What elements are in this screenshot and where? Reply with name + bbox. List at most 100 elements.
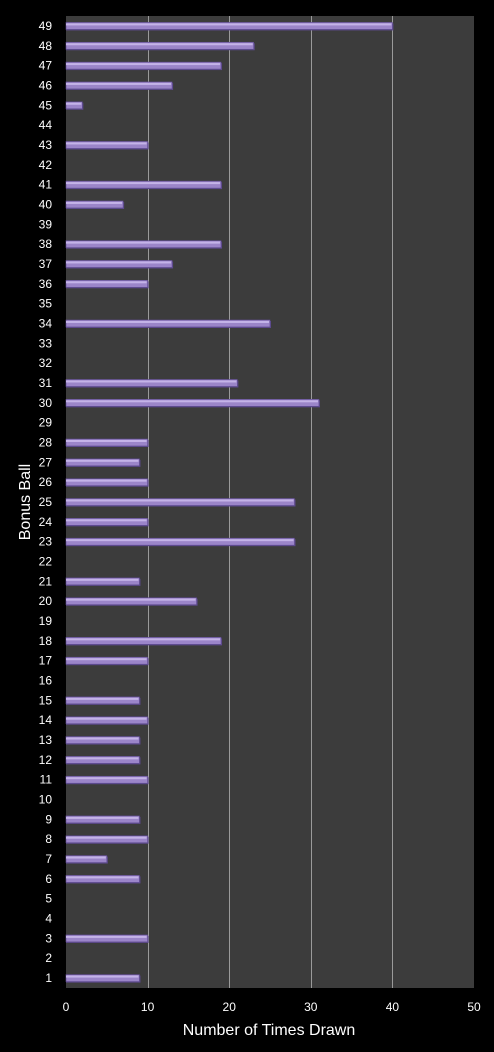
- bar-body: [65, 696, 140, 705]
- bar-highlight: [66, 459, 139, 462]
- y-axis-title: Bonus Ball: [17, 464, 34, 541]
- y-tick-label: 7: [45, 852, 52, 866]
- bar-body: [65, 61, 222, 70]
- y-tick-label: 35: [39, 297, 53, 311]
- y-tick-label: 9: [45, 812, 52, 826]
- y-tick-label: 32: [39, 356, 53, 370]
- bar-body: [65, 498, 295, 506]
- bar-highlight: [66, 737, 139, 740]
- bar-body: [65, 240, 222, 248]
- bar-body: [65, 637, 222, 645]
- y-tick-label: 30: [39, 396, 53, 410]
- y-tick-label: 3: [45, 931, 52, 945]
- y-tick-label: 49: [39, 19, 53, 33]
- bar-highlight: [66, 697, 139, 700]
- bar: [65, 577, 141, 586]
- y-tick-label: 10: [39, 793, 53, 807]
- y-tick-label: 37: [39, 257, 53, 271]
- bar-body: [65, 22, 393, 30]
- y-tick-label: 21: [39, 574, 53, 588]
- bar-body: [65, 101, 83, 110]
- bar-body: [65, 656, 148, 665]
- bar-highlight: [66, 281, 147, 284]
- bar-body: [65, 41, 254, 50]
- bar-highlight: [66, 102, 82, 105]
- x-axis-tick-labels: 0 10 20 30 40 50: [63, 1000, 481, 1014]
- bar-highlight: [66, 63, 221, 66]
- bar-highlight: [66, 757, 139, 760]
- bar: [65, 875, 141, 884]
- bars: [65, 22, 394, 983]
- y-tick-label: 25: [39, 495, 53, 509]
- bar: [65, 240, 223, 249]
- y-tick-label: 12: [39, 753, 53, 767]
- bar: [65, 319, 271, 328]
- x-tick-label: 20: [223, 1000, 237, 1014]
- bar-body: [65, 399, 320, 407]
- bar: [65, 974, 141, 983]
- bar: [65, 81, 174, 90]
- x-tick-label: 50: [467, 1000, 481, 1014]
- y-tick-label: 29: [39, 416, 53, 430]
- bar-body: [65, 379, 238, 387]
- bar-highlight: [66, 539, 294, 542]
- bar: [65, 934, 149, 943]
- y-tick-label: 2: [45, 951, 52, 965]
- bar-body: [65, 597, 197, 605]
- bar: [65, 260, 174, 269]
- y-tick-label: 23: [39, 535, 53, 549]
- bar-body: [65, 537, 295, 546]
- x-axis-title: Number of Times Drawn: [183, 1022, 356, 1039]
- bar: [65, 775, 149, 785]
- y-tick-label: 45: [39, 98, 53, 112]
- y-tick-label: 27: [39, 455, 53, 469]
- y-tick-label: 6: [45, 872, 52, 886]
- y-tick-label: 28: [39, 435, 53, 449]
- bar-highlight: [66, 975, 139, 978]
- bar-body: [65, 438, 148, 447]
- bar-highlight: [66, 182, 221, 185]
- bar-highlight: [66, 717, 147, 720]
- bar-highlight: [66, 658, 147, 661]
- bar: [65, 458, 141, 467]
- y-tick-label: 17: [39, 654, 53, 668]
- y-tick-label: 39: [39, 217, 53, 231]
- bar: [65, 498, 296, 507]
- bar-highlight: [66, 43, 253, 46]
- y-tick-label: 13: [39, 733, 53, 747]
- bar-highlight: [66, 598, 196, 601]
- bar-body: [65, 279, 148, 288]
- y-tick-label: 16: [39, 674, 53, 688]
- bar: [65, 537, 296, 547]
- bar-body: [65, 180, 222, 189]
- y-tick-label: 8: [45, 832, 52, 846]
- y-tick-label: 11: [40, 773, 53, 787]
- bar-body: [65, 756, 140, 764]
- bar-highlight: [66, 578, 139, 581]
- bar: [65, 597, 198, 606]
- y-tick-label: 19: [39, 614, 53, 628]
- bar-highlight: [66, 201, 123, 204]
- bar: [65, 101, 84, 110]
- bar-body: [65, 716, 148, 725]
- bar-highlight: [66, 777, 147, 780]
- y-tick-label: 5: [45, 892, 52, 906]
- bar-highlight: [66, 856, 106, 859]
- bar-body: [65, 875, 140, 883]
- bar-body: [65, 815, 140, 824]
- y-tick-label: 24: [39, 515, 53, 529]
- bar-highlight: [66, 439, 147, 442]
- y-tick-label: 34: [39, 316, 53, 330]
- bar-body: [65, 518, 148, 526]
- bar: [65, 61, 223, 71]
- bar-highlight: [66, 320, 269, 323]
- bar-body: [65, 855, 108, 863]
- y-axis-tick-labels: 1234567891011121314151617181920212223242…: [39, 19, 53, 985]
- bar-highlight: [66, 479, 147, 482]
- y-tick-label: 36: [39, 277, 53, 291]
- bar-body: [65, 478, 148, 486]
- bar: [65, 478, 149, 487]
- bar: [65, 399, 320, 408]
- y-tick-label: 20: [39, 594, 53, 608]
- x-tick-label: 0: [63, 1000, 70, 1014]
